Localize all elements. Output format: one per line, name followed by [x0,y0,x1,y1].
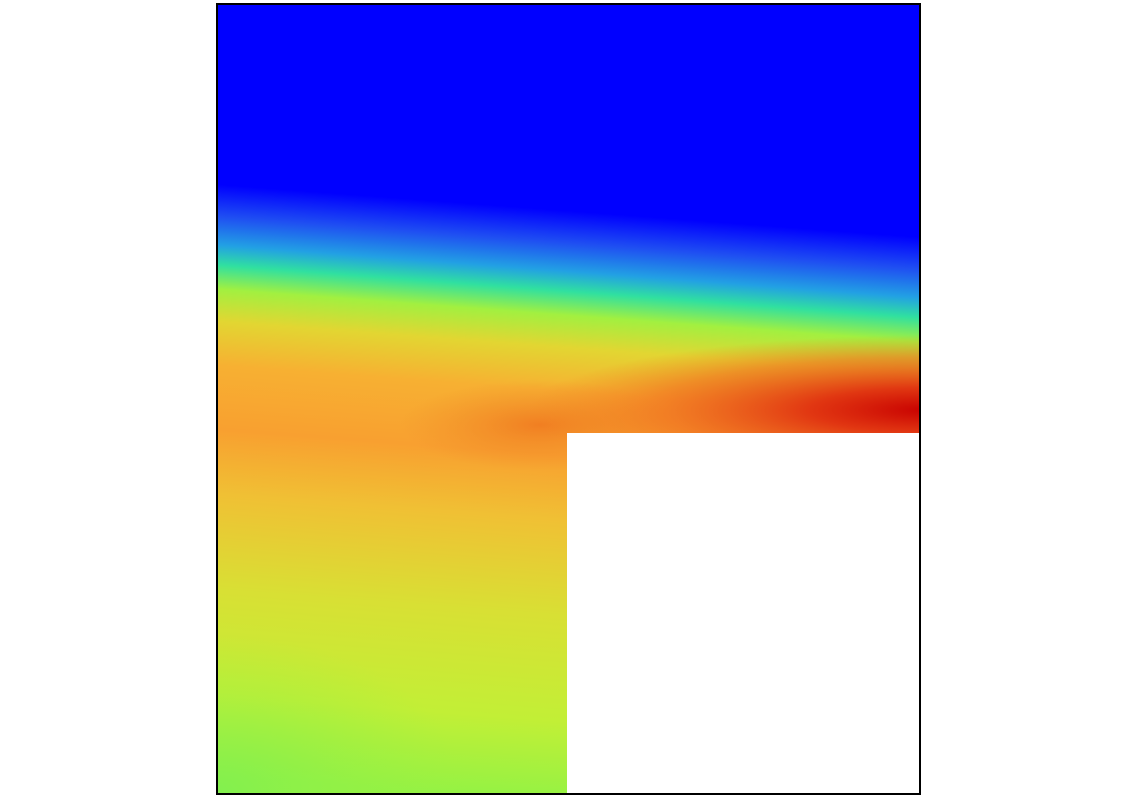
cutout [567,433,920,794]
frame [216,3,921,795]
field [217,4,920,794]
field-cool [217,600,567,794]
